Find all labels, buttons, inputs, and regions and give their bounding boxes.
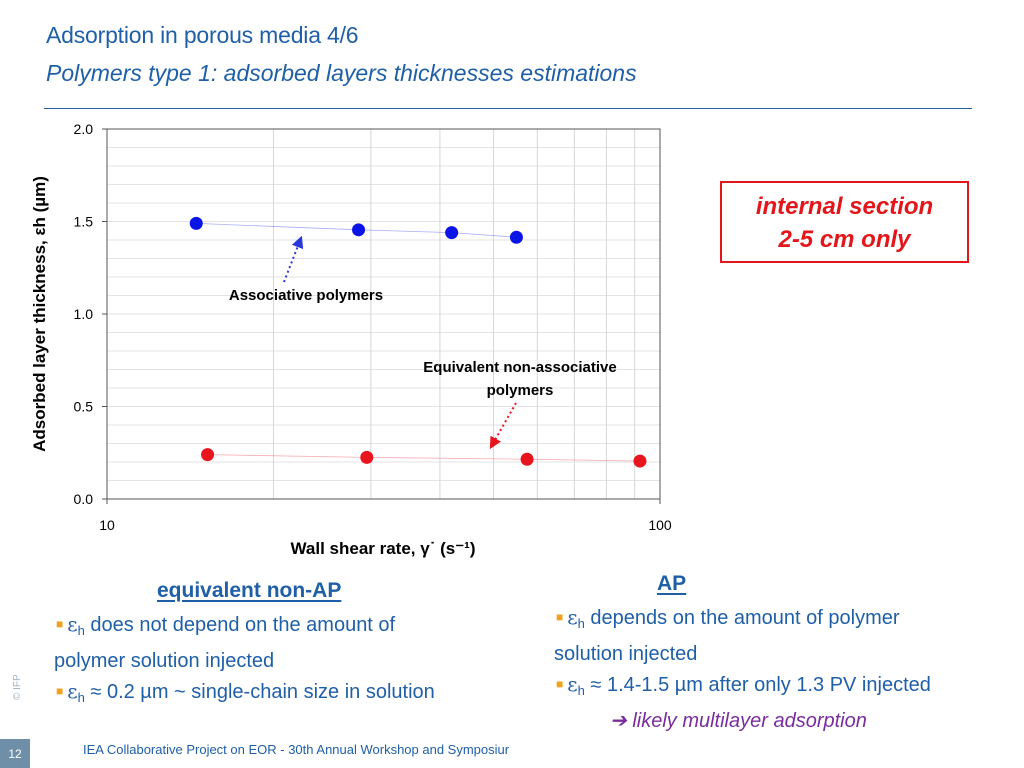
internal-section-callout: internal section 2-5 cm only <box>720 181 969 263</box>
y-tick-label: 1.5 <box>74 214 94 230</box>
y-axis-ticks: 0.0 0.5 1.0 1.5 2.0 <box>74 121 107 507</box>
x-axis-label: Wall shear rate, γ˙ (s⁻¹) <box>290 539 475 558</box>
copyright-label: © IFP <box>12 674 23 700</box>
nonap-annotation-arrow <box>489 402 517 450</box>
ap-conclusion: ➔ likely multilayer adsorption <box>610 710 867 732</box>
nonap-heading: equivalent non-AP <box>157 579 342 602</box>
ap-bullet-2: ■ εh ≈ 1.4-1.5 µm after only 1.3 PV injec… <box>556 672 931 698</box>
right-arrow-icon: ➔ <box>610 710 627 732</box>
slide-title: Adsorption in porous media 4/6 <box>46 22 359 48</box>
series-0-line <box>196 223 517 238</box>
adsorption-chart: 0.0 0.5 1.0 1.5 2.0 10 100 Associative polyme… <box>30 121 672 558</box>
x-tick-label: 10 <box>99 517 115 533</box>
nonap-annotation-label-line2: polymers <box>487 382 554 399</box>
y-tick-label: 2.0 <box>74 121 94 137</box>
nonap-bullets: ■ εh does not depend on the amount of pol… <box>54 609 435 713</box>
nonap-bullet-2: ■ εh ≈ 0.2 µm ~ single-chain size in solu… <box>56 679 435 705</box>
series-1-line <box>207 454 641 462</box>
ap-bullet-1: ■ εh depends on the amount of polymer <box>556 605 900 631</box>
ap-annotation-label: Associative polymers <box>229 287 383 304</box>
series-1-point <box>520 452 534 466</box>
slide-subtitle: Polymers type 1: adsorbed layers thickne… <box>46 60 637 86</box>
y-axis-label: Adsorbed layer thickness, εh (µm) <box>30 176 49 452</box>
nonap-bullet-1-continuation: polymer solution injected <box>54 650 275 672</box>
nonap-annotation-label-line1: Equivalent non-associative <box>423 359 616 376</box>
callout-line-2: 2-5 cm only <box>778 226 911 253</box>
series-1-point <box>633 454 647 468</box>
title-divider <box>44 108 972 109</box>
y-tick-label: 0.0 <box>74 491 94 507</box>
x-axis-ticks: 10 100 <box>99 499 672 533</box>
chart-series <box>189 216 647 468</box>
bullet-square-icon: ■ <box>56 617 64 631</box>
series-1-point <box>201 448 215 462</box>
ap-annotation-arrow <box>283 235 304 283</box>
series-0-point <box>189 216 203 230</box>
ap-bullet-1-continuation: solution injected <box>554 643 698 665</box>
series-0-point <box>352 223 366 237</box>
y-tick-label: 1.0 <box>74 306 94 322</box>
callout-line-1: internal section <box>755 193 934 220</box>
y-tick-label: 0.5 <box>74 399 94 415</box>
page-number: 12 <box>0 739 30 768</box>
series-1-point <box>360 450 374 464</box>
bullet-square-icon: ■ <box>556 610 564 624</box>
ap-bullets: ■ εh depends on the amount of polymer sol… <box>554 602 931 736</box>
bullet-square-icon: ■ <box>56 684 64 698</box>
bullet-square-icon: ■ <box>556 677 564 691</box>
slide-footer: IEA Collaborative Project on EOR - 30th … <box>83 742 510 757</box>
x-tick-label: 100 <box>648 517 672 533</box>
series-0-point <box>445 226 459 240</box>
nonap-bullet-1: ■ εh does not depend on the amount of <box>56 612 396 638</box>
series-0-point <box>509 230 523 244</box>
ap-heading: AP <box>657 572 687 595</box>
chart-grid <box>107 129 660 499</box>
